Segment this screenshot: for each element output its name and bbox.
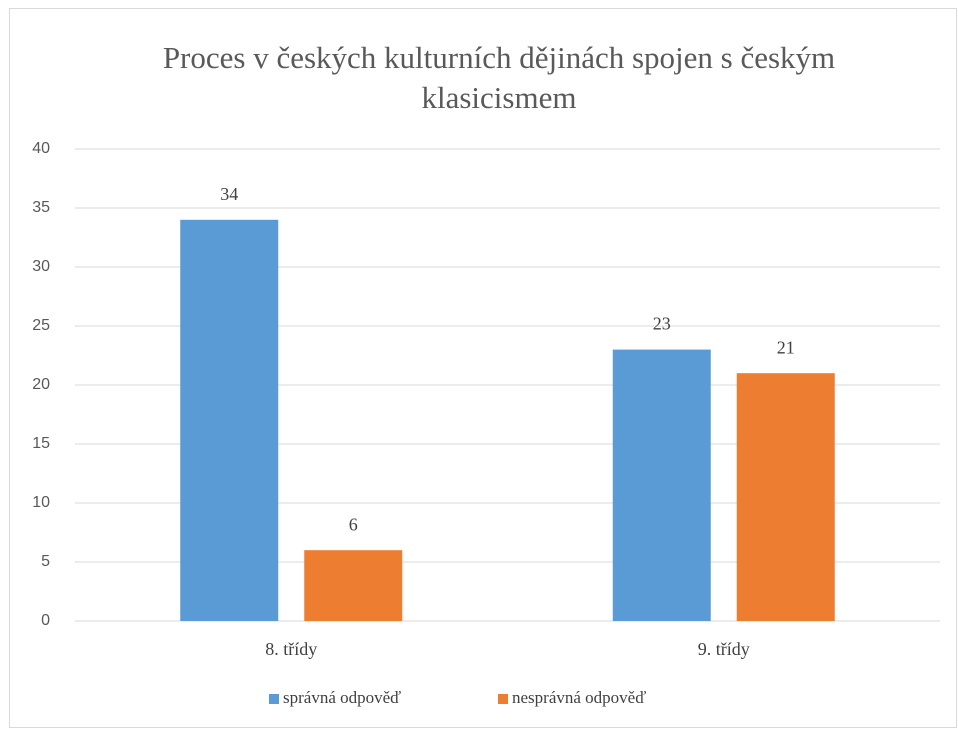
y-tick-label: 0: [41, 612, 50, 629]
y-tick-label: 20: [32, 376, 50, 393]
y-tick-label: 5: [41, 553, 50, 570]
bar: [304, 550, 403, 621]
chart-border: [9, 8, 957, 728]
bar: [736, 373, 835, 621]
data-label: 34: [220, 184, 238, 204]
x-tick-label: 9. třídy: [698, 639, 750, 659]
legend-swatch: [269, 694, 279, 704]
bar: [180, 219, 279, 622]
y-tick-label: 15: [32, 435, 50, 452]
chart-title: Proces v českých kulturních dějinách spo…: [162, 40, 836, 115]
y-tick-label: 30: [32, 258, 50, 275]
data-label: 6: [349, 514, 358, 534]
legend-label: správná odpověď: [283, 688, 401, 707]
x-tick-label: 8. třídy: [265, 639, 317, 659]
y-tick-label: 10: [32, 494, 50, 511]
y-tick-label: 25: [32, 317, 50, 334]
data-label: 21: [777, 337, 795, 357]
y-tick-label: 40: [32, 140, 50, 157]
legend-label: nesprávná odpověď: [512, 688, 646, 707]
bar: [612, 349, 711, 621]
y-tick-label: 35: [32, 199, 50, 216]
legend-swatch: [498, 694, 508, 704]
data-label: 23: [653, 314, 671, 334]
